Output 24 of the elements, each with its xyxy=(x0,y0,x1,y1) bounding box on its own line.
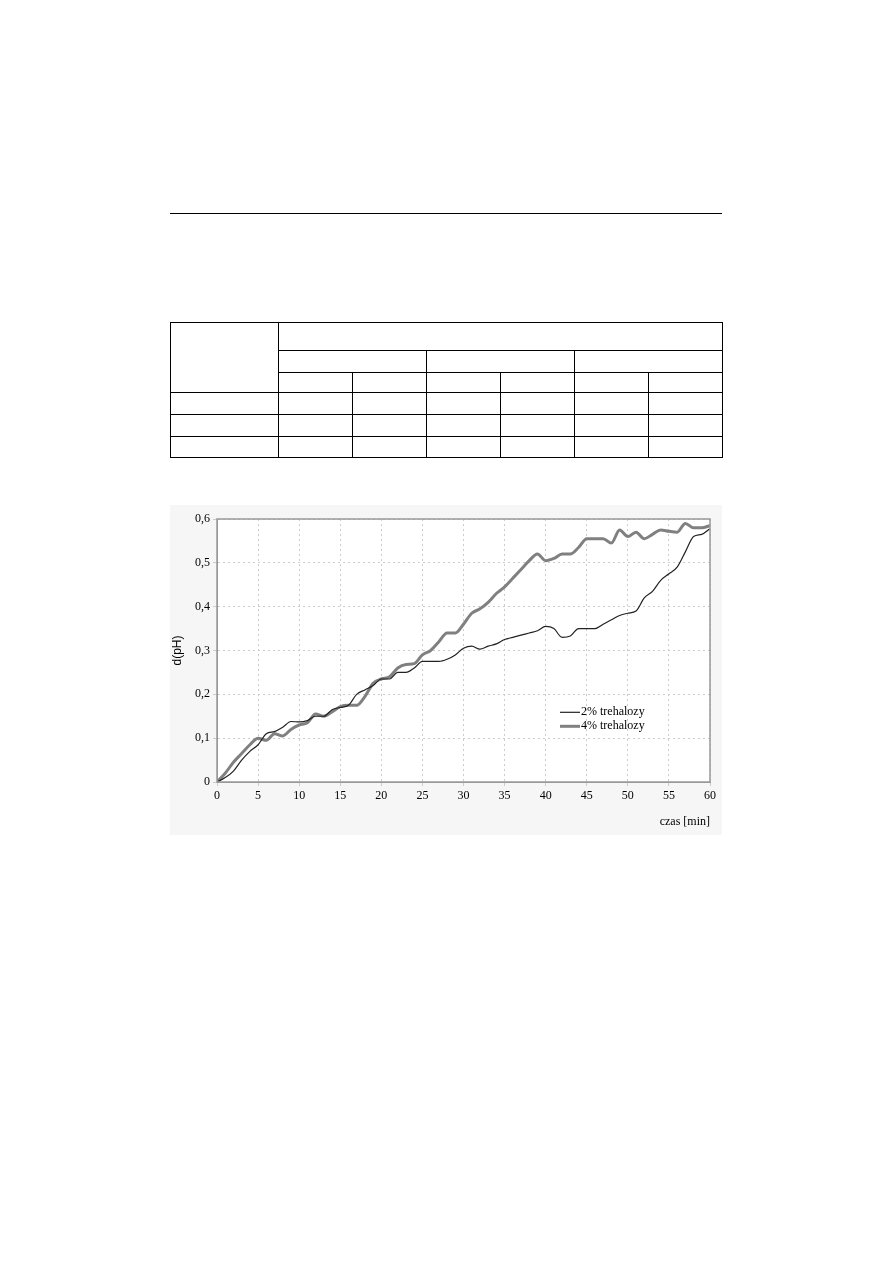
legend-label: 4% trehalozy xyxy=(581,718,645,733)
x-tick-label: 0 xyxy=(214,788,220,803)
x-tick-label: 50 xyxy=(621,788,634,803)
x-tick-label: 5 xyxy=(255,788,262,803)
x-tick-label: 35 xyxy=(498,788,511,803)
y-tick-label: 0,4 xyxy=(195,598,210,613)
x-tick-label: 45 xyxy=(580,788,593,803)
x-tick-label: 40 xyxy=(539,788,552,803)
x-tick-label: 10 xyxy=(293,788,306,803)
y-tick-label: 0,2 xyxy=(195,686,210,701)
y-axis-title: d(pH) xyxy=(169,635,184,666)
x-tick-label: 60 xyxy=(704,788,716,803)
y-tick-label: 0,5 xyxy=(195,554,210,569)
y-tick-label: 0,6 xyxy=(195,511,210,526)
legend-label: 2% trehalozy xyxy=(581,704,645,719)
x-tick-label: 30 xyxy=(457,788,470,803)
x-tick-label: 15 xyxy=(334,788,347,803)
x-tick-label: 25 xyxy=(416,788,429,803)
x-axis-title: czas [min] xyxy=(659,813,710,828)
x-tick-label: 20 xyxy=(375,788,388,803)
y-tick-label: 0 xyxy=(204,774,210,789)
y-tick-label: 0,1 xyxy=(195,730,210,745)
x-tick-label: 55 xyxy=(662,788,675,803)
y-tick-label: 0,3 xyxy=(195,642,210,657)
